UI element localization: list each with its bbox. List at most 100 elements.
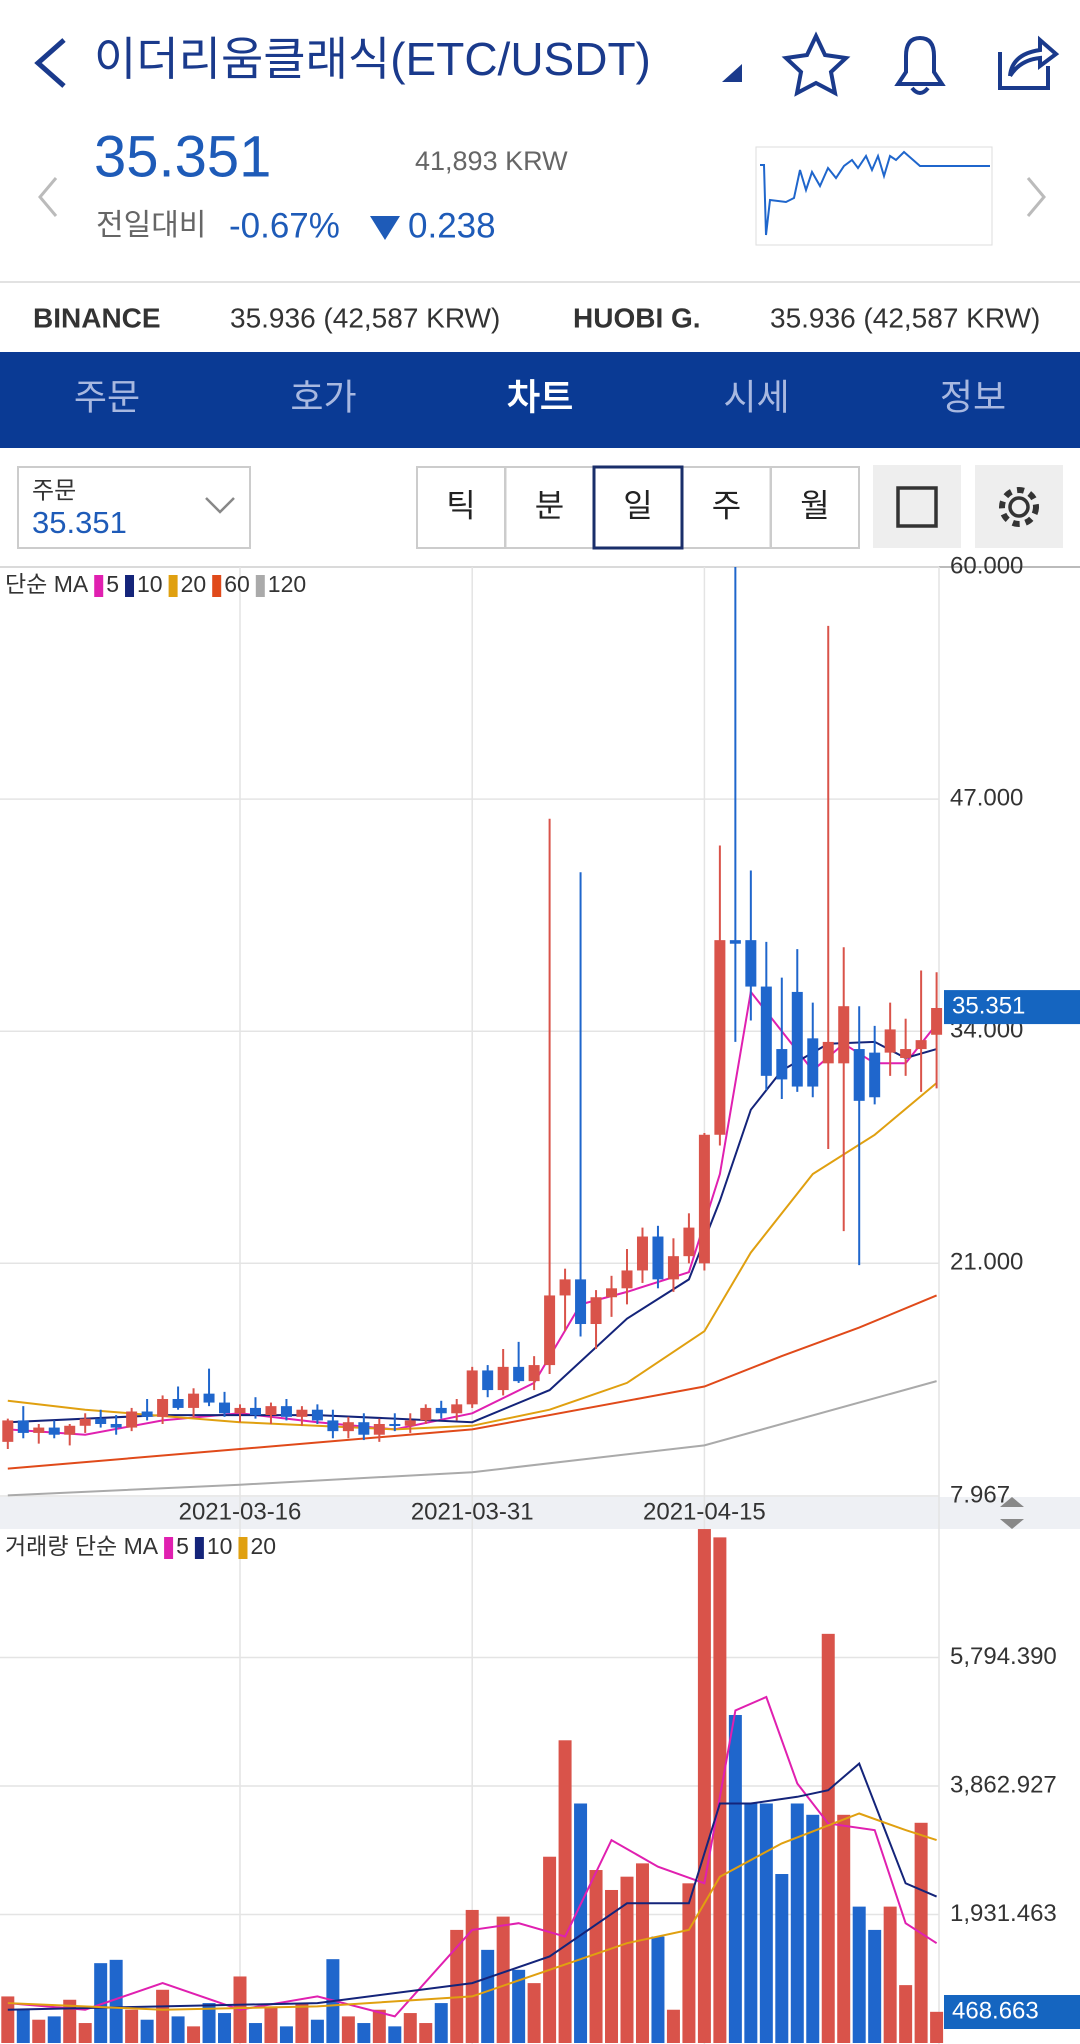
period-label: 틱: [446, 487, 475, 523]
volume-bar: [543, 1856, 557, 2043]
volume-bar: [202, 2003, 216, 2043]
share-button[interactable]: [998, 35, 1060, 90]
volume-bar: [450, 1929, 464, 2043]
next-button[interactable]: [1026, 177, 1046, 217]
volume-bar: [156, 1989, 170, 2043]
current-label: 35.351: [952, 992, 1025, 1019]
candle-body: [296, 1409, 308, 1417]
x-tick-label: 2021-04-15: [643, 1498, 766, 1525]
ma-line: [7, 1294, 937, 1470]
volume-bar: [372, 2009, 386, 2043]
tab[interactable]: 주문: [74, 377, 140, 418]
candle-body: [900, 1049, 912, 1058]
volume-bar: [388, 2026, 402, 2043]
volume-bar: [264, 2006, 278, 2043]
down-arrow: [370, 216, 400, 240]
candle-body: [559, 1279, 571, 1296]
legend-swatch: [238, 1537, 248, 1559]
x-tick-label: 2021-03-31: [411, 1498, 534, 1525]
candle-body: [528, 1365, 540, 1382]
candle-body: [652, 1236, 664, 1280]
volume-bar: [868, 1929, 882, 2043]
coin-title[interactable]: 이더리움클래식(ETC/USDT): [94, 33, 651, 85]
tab[interactable]: 정보: [940, 377, 1006, 418]
settings-gear-center: [1008, 496, 1030, 518]
date-axis-strip: [0, 1497, 1080, 1529]
chart-type-button[interactable]: [873, 465, 961, 548]
volume-bar: [187, 2026, 201, 2043]
back-button[interactable]: [34, 38, 66, 88]
volume-bar: [279, 2026, 293, 2043]
change-label: 전일대비: [96, 209, 206, 242]
settings-button[interactable]: [975, 465, 1063, 548]
volume-bar: [759, 1803, 773, 2043]
order-label: 주문: [32, 477, 76, 504]
candle-body: [884, 1029, 896, 1053]
mini-chart[interactable]: [755, 146, 993, 246]
volume-bar: [558, 1740, 572, 2043]
tab[interactable]: 차트: [507, 377, 573, 418]
candle-body: [234, 1407, 246, 1414]
candle-body: [482, 1370, 494, 1391]
candle-body: [760, 986, 772, 1076]
volume-bar: [357, 2023, 371, 2043]
volume-bar: [125, 2009, 139, 2043]
candle-body: [64, 1425, 76, 1435]
prev-button[interactable]: [38, 177, 58, 217]
period-button[interactable]: [770, 466, 860, 549]
exchange-price: 35.936 (42,587 KRW): [770, 302, 1040, 333]
candle-body: [358, 1422, 370, 1435]
legend-swatch: [94, 575, 104, 597]
legend-swatch: [212, 575, 222, 597]
order-box[interactable]: [17, 466, 251, 549]
volume-bar: [821, 1633, 835, 2043]
candle-body: [698, 1134, 710, 1264]
candle-body: [420, 1407, 432, 1421]
legend-swatch: [164, 1537, 174, 1559]
candle-body: [575, 1279, 587, 1325]
legend-entry: 20: [181, 571, 207, 597]
order-value: 35.351: [32, 505, 127, 540]
candle-body: [48, 1427, 60, 1435]
period-button[interactable]: [504, 466, 595, 549]
volume-bar: [63, 1999, 77, 2043]
period-button[interactable]: [592, 465, 684, 550]
ma-line: [7, 1380, 937, 1497]
tab[interactable]: 시세: [723, 377, 789, 418]
settings-gear: [999, 487, 1039, 527]
volume-bar: [140, 2019, 154, 2043]
order-dropdown[interactable]: [205, 497, 235, 514]
volume-bar: [403, 2013, 417, 2043]
candle-body: [17, 1420, 29, 1433]
volume-bar: [775, 1874, 789, 2043]
candle-body: [110, 1423, 122, 1428]
candle-body: [683, 1227, 695, 1257]
tab-bar: [0, 352, 1080, 448]
alarm-button[interactable]: [894, 35, 946, 95]
volume-bar: [94, 1963, 108, 2043]
ma-line: [7, 1695, 938, 2018]
candle-body: [188, 1393, 200, 1408]
candle-body: [915, 1040, 927, 1050]
y-tick-label: 47.000: [950, 784, 1023, 811]
legend-swatch: [168, 575, 178, 597]
legend-entry: 5: [106, 571, 119, 597]
candle-body: [2, 1420, 14, 1442]
volume-bar: [1, 1996, 15, 2043]
dropdown-arrow[interactable]: [722, 64, 742, 82]
volume-bar: [837, 1814, 851, 2043]
candle-body: [544, 1295, 556, 1366]
y-tick-label: 60.000: [950, 552, 1023, 579]
candle-body: [389, 1423, 401, 1426]
tab[interactable]: 호가: [290, 377, 356, 418]
current-marker: [944, 990, 1080, 1025]
legend-swatch: [125, 575, 135, 597]
volume-bar: [605, 1889, 619, 2043]
volume-bar: [852, 1906, 866, 2043]
volume-bar: [930, 2011, 944, 2043]
volume-bar: [635, 1863, 649, 2043]
candle-body: [451, 1404, 463, 1414]
favorite-button[interactable]: [781, 31, 851, 97]
pane-resize[interactable]: [1000, 1497, 1024, 1529]
